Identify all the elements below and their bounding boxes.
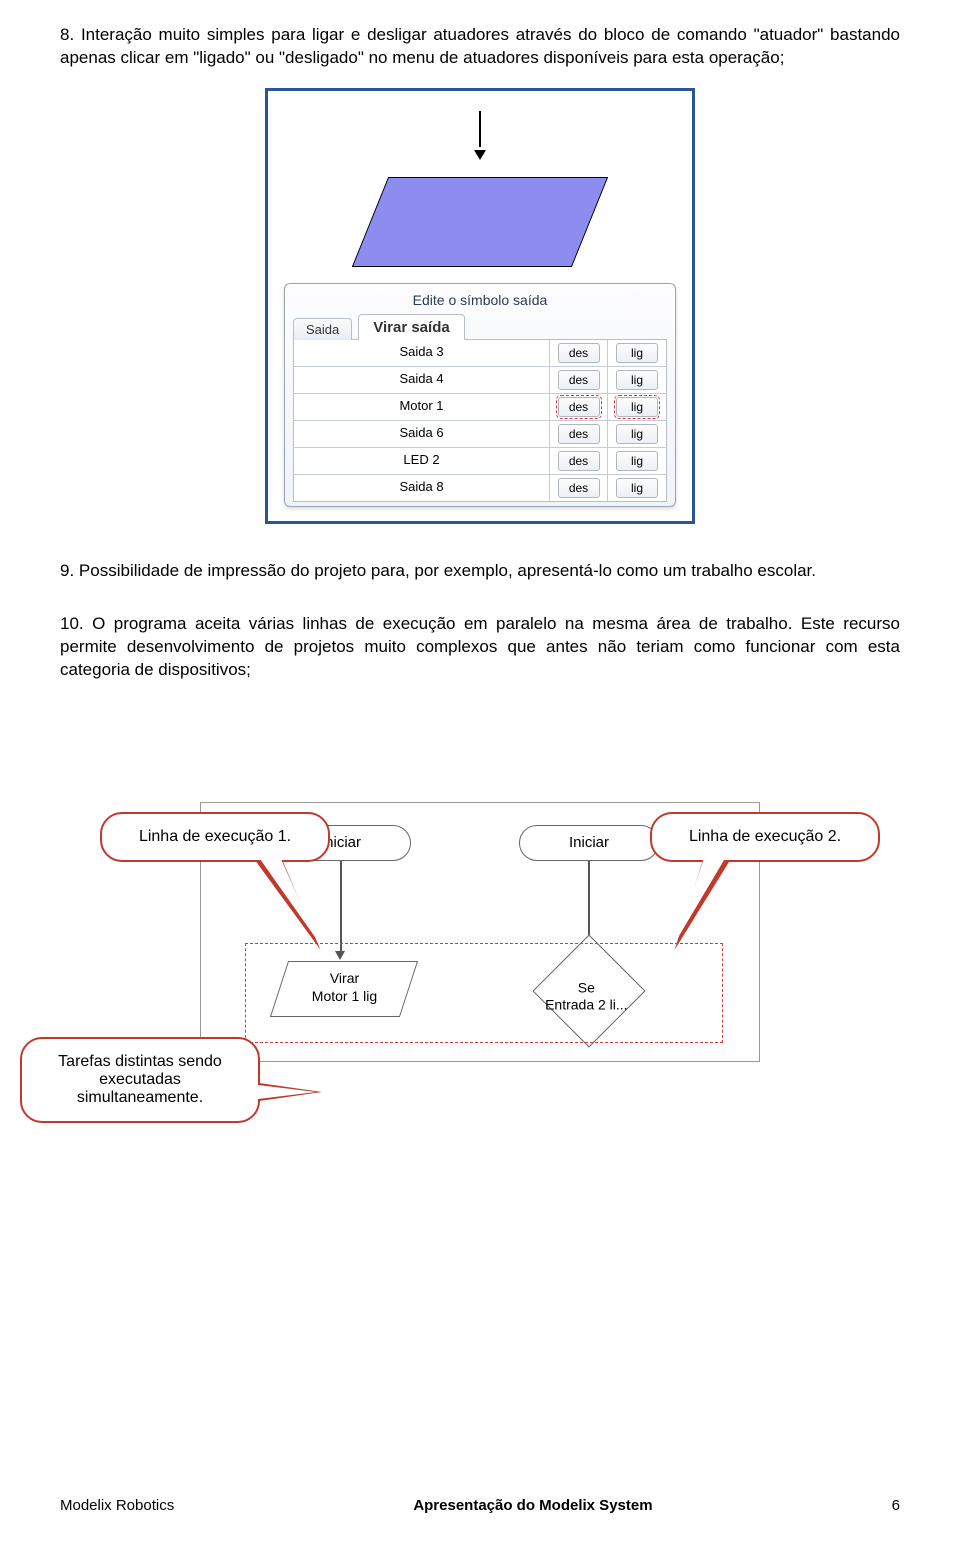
output-row: Motor 1 deslig: [294, 394, 666, 421]
tab-saida[interactable]: Saida: [293, 318, 352, 340]
item-8-number: 8.: [60, 25, 74, 44]
item-9-text: Possibilidade de impressão do projeto pa…: [79, 561, 816, 580]
output-name: Saida 4: [294, 367, 550, 393]
output-lig-cell: lig: [608, 340, 666, 366]
outputs-grid: Saida 3desligSaida 4desligMotor 1desligS…: [293, 339, 667, 502]
callout-exec-1: Linha de execução 1.: [100, 812, 330, 862]
des-button[interactable]: des: [558, 424, 600, 444]
item-9-number: 9.: [60, 561, 74, 580]
lig-button[interactable]: lig: [616, 370, 658, 390]
des-button[interactable]: des: [558, 370, 600, 390]
output-row: Saida 4 deslig: [294, 367, 666, 394]
output-lig-cell: lig: [608, 421, 666, 447]
list-item-8: 8. Interação muito simples para ligar e …: [60, 24, 900, 70]
callout-exec-2-text: Linha de execução 2.: [689, 828, 841, 845]
output-row: LED 2 deslig: [294, 448, 666, 475]
parallelogram-node: [352, 177, 608, 267]
dialog-title: Edite o símbolo saída: [293, 290, 667, 314]
des-button[interactable]: des: [558, 451, 600, 471]
output-lig-cell: lig: [608, 394, 666, 420]
output-des-cell: des: [550, 448, 608, 474]
page-footer: Modelix Robotics Apresentação do Modelix…: [60, 1497, 900, 1514]
callout-exec-1-text: Linha de execução 1.: [139, 828, 291, 845]
footer-page: 6: [892, 1497, 900, 1514]
output-des-cell: des: [550, 421, 608, 447]
output-row: Saida 6 deslig: [294, 421, 666, 448]
callout-tasks: Tarefas distintas sendo executadas simul…: [20, 1037, 260, 1123]
item-8-text: Interação muito simples para ligar e des…: [60, 25, 900, 67]
output-name: Motor 1: [294, 394, 550, 420]
start-node-2: Iniciar: [519, 825, 659, 861]
figure-2-region: Linha de execução 1. Linha de execução 2…: [60, 792, 900, 1252]
output-name: Saida 3: [294, 340, 550, 366]
item-10-text: O programa aceita várias linhas de execu…: [60, 614, 900, 679]
edit-output-dialog: Edite o símbolo saída Saida Virar saída …: [284, 283, 676, 507]
output-row: Saida 3 deslig: [294, 340, 666, 367]
output-row: Saida 8 deslig: [294, 475, 666, 501]
output-des-cell: des: [550, 394, 608, 420]
output-name: LED 2: [294, 448, 550, 474]
figure-1: Edite o símbolo saída Saida Virar saída …: [60, 88, 900, 524]
des-button[interactable]: des: [558, 343, 600, 363]
des-button[interactable]: des: [558, 397, 600, 417]
lig-button[interactable]: lig: [616, 343, 658, 363]
dashed-highlight-box: [245, 943, 723, 1043]
footer-left: Modelix Robotics: [60, 1497, 174, 1514]
output-lig-cell: lig: [608, 367, 666, 393]
output-lig-cell: lig: [608, 475, 666, 501]
output-name: Saida 8: [294, 475, 550, 501]
callout-tasks-text: Tarefas distintas sendo executadas simul…: [58, 1053, 222, 1106]
list-item-10: 10. O programa aceita várias linhas de e…: [60, 613, 900, 682]
figure-1-frame: Edite o símbolo saída Saida Virar saída …: [265, 88, 695, 524]
lig-button[interactable]: lig: [616, 451, 658, 471]
callout-exec-2: Linha de execução 2.: [650, 812, 880, 862]
des-button[interactable]: des: [558, 478, 600, 498]
lig-button[interactable]: lig: [616, 397, 658, 417]
item-10-number: 10.: [60, 614, 84, 633]
tab-virar-saida[interactable]: Virar saída: [358, 314, 464, 340]
list-item-9: 9. Possibilidade de impressão do projeto…: [60, 560, 900, 583]
lig-button[interactable]: lig: [616, 424, 658, 444]
output-lig-cell: lig: [608, 448, 666, 474]
output-des-cell: des: [550, 367, 608, 393]
output-des-cell: des: [550, 475, 608, 501]
output-des-cell: des: [550, 340, 608, 366]
start-node-2-label: Iniciar: [569, 834, 609, 851]
output-name: Saida 6: [294, 421, 550, 447]
tab-row: Saida Virar saída: [293, 314, 667, 340]
flow-input-arrow: [278, 101, 682, 171]
footer-center: Apresentação do Modelix System: [174, 1497, 891, 1514]
lig-button[interactable]: lig: [616, 478, 658, 498]
